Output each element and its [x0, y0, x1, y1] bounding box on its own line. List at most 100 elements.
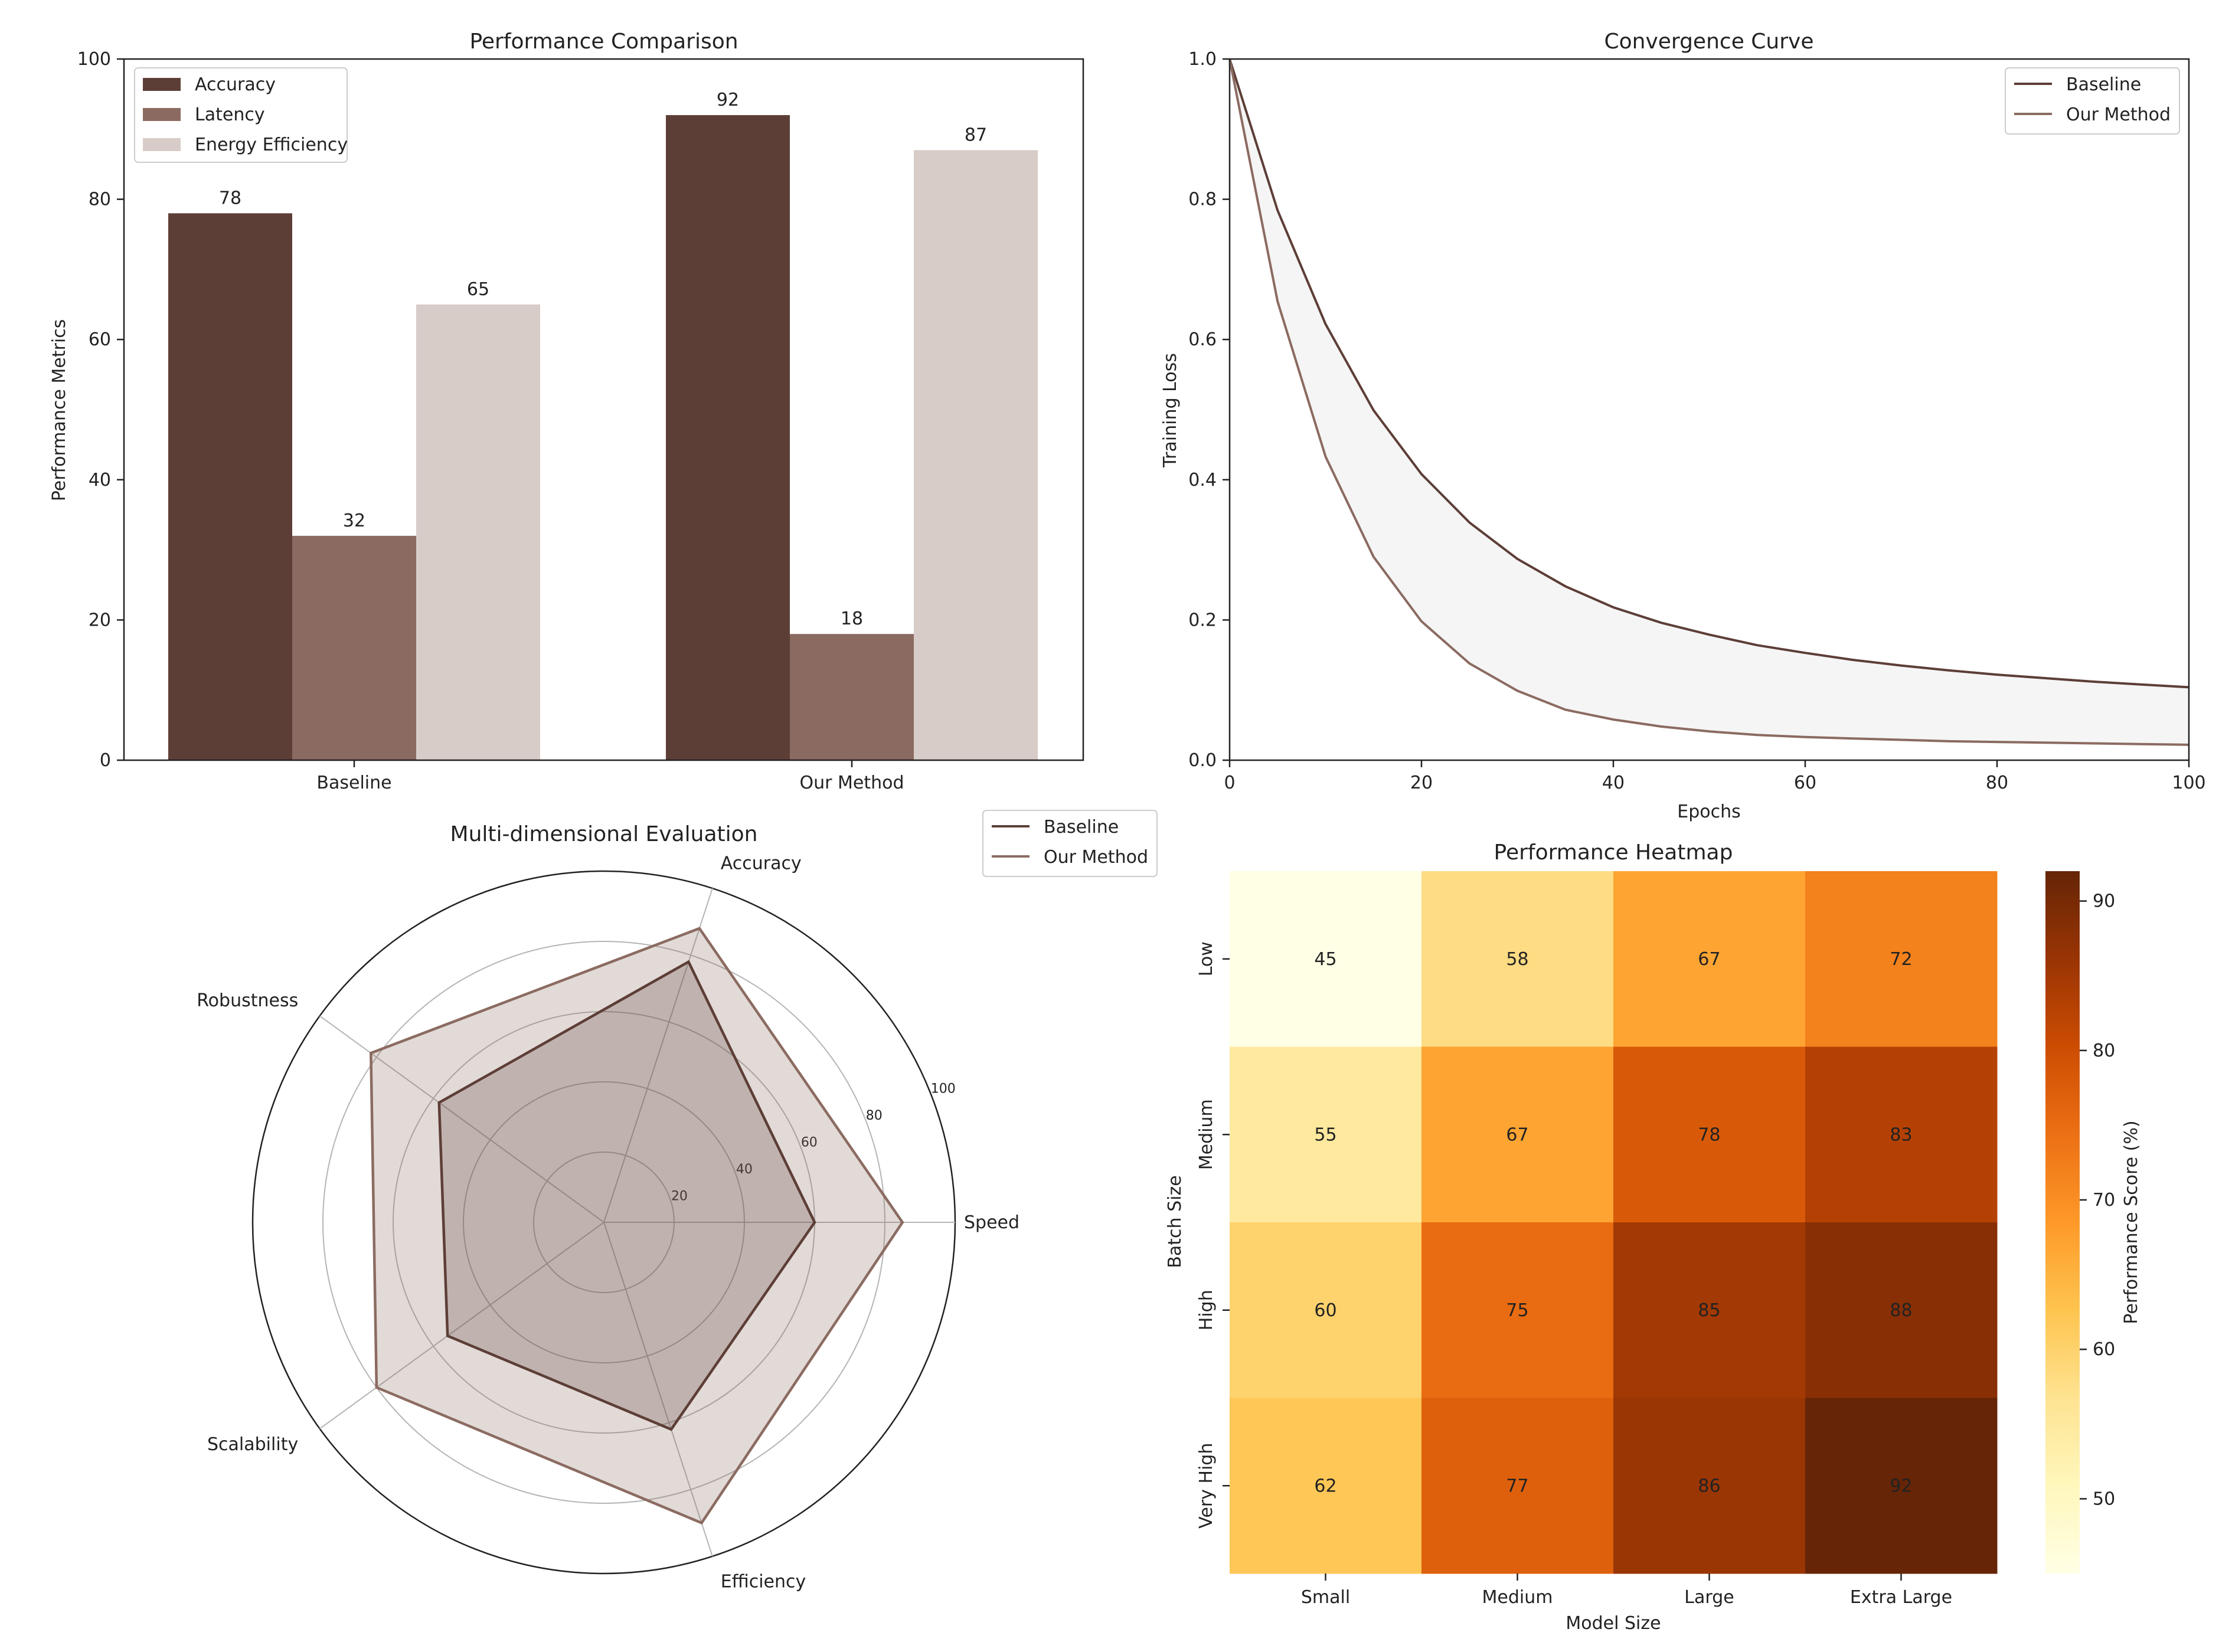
line-ytick-label: 0.6	[1188, 329, 1217, 350]
heatmap-cell-value: 85	[1698, 1300, 1720, 1321]
radar-axis-label-robustness: Robustness	[197, 990, 298, 1011]
heatmap-cell-value: 92	[1890, 1476, 1912, 1496]
bar-xtick-label: Our Method	[799, 773, 904, 793]
colorbar-gradient	[2045, 871, 2080, 1574]
heatmap-cell	[1613, 1222, 1806, 1398]
radar-chart: Multi-dimensional Evaluation 20 40 60 80 100…	[197, 810, 1158, 1592]
bar-energy-efficiency-our-method	[914, 150, 1038, 761]
radar-axis-label-efficiency: Efficiency	[721, 1572, 806, 1592]
heatmap-cell	[1805, 1222, 1998, 1398]
line-xtick-label: 60	[1794, 773, 1816, 793]
heatmap-cell	[1805, 1398, 1998, 1574]
colorbar-tick-label: 70	[2093, 1190, 2115, 1211]
line-ytick-label: 1.0	[1188, 49, 1217, 70]
radar-axis-label-accuracy: Accuracy	[721, 853, 802, 874]
line-series-our-method	[1228, 58, 2189, 746]
radar-labels: Speed Accuracy Robustness Scalability Effici…	[197, 853, 1019, 1592]
heatmap-cell	[1421, 871, 1614, 1047]
radar-chart-legend: Baseline Our Method	[982, 810, 1158, 877]
heatmap-cell-value: 45	[1314, 949, 1336, 970]
heatmap-xtick-label: Large	[1684, 1587, 1734, 1608]
bar-chart-legend: Accuracy Latency Energy Efficiency	[134, 67, 348, 163]
heatmap-cell	[1805, 871, 1998, 1047]
heatmap-cells: 45 58 67 72 55 67 78 83 60 75 85 88 62 77 86 92	[1230, 871, 1998, 1574]
line-xtick-label: 100	[2172, 773, 2205, 793]
radar-series	[370, 927, 904, 1525]
line-fill-between	[1230, 59, 2189, 745]
bar-chart-ylabel: Performance Metrics	[49, 319, 70, 502]
bar-ytick-label: 20	[89, 610, 111, 630]
heatmap-cell	[1613, 1398, 1806, 1574]
line-chart-legend: Baseline Our Method	[2005, 67, 2180, 135]
bar-accuracy-our-method	[666, 115, 790, 760]
heatmap-xtick-label: Medium	[1482, 1587, 1553, 1608]
bar-ytick-label: 0	[100, 750, 111, 771]
bar-chart-ticks: 0 20 40 60 80 100 Baseline Our Method	[77, 49, 904, 793]
heatmap-xtick-label: Small	[1301, 1587, 1350, 1608]
line-xtick-label: 40	[1602, 773, 1625, 793]
bar-ytick-label: 100	[77, 49, 111, 70]
bar-ytick-label: 80	[89, 189, 111, 210]
bar-value-label: 65	[467, 279, 489, 300]
heatmap-cell	[1230, 1046, 1422, 1223]
line-chart: Convergence Curve Training Loss Epochs 0…	[1160, 30, 2206, 822]
line-xtick-label: 80	[1986, 773, 2008, 793]
heatmap-cell-value: 62	[1314, 1476, 1336, 1496]
colorbar-tick-label: 50	[2093, 1489, 2115, 1509]
radar-ring-label: 20	[671, 1189, 688, 1203]
line-ytick-label: 0.4	[1188, 470, 1217, 490]
bar-chart-frame	[123, 58, 1084, 761]
radar-ring-label: 60	[801, 1135, 818, 1150]
bar-latency-our-method	[790, 634, 914, 760]
bar-legend-label-latency: Latency	[195, 104, 265, 125]
heatmap-cell	[1230, 1398, 1422, 1574]
bar-ytick-label: 40	[89, 470, 111, 490]
radar-spoke	[319, 1222, 604, 1429]
bar-value-label: 78	[219, 188, 241, 208]
bar-energy-efficiency-baseline	[416, 304, 540, 760]
line-chart-xlabel: Epochs	[1677, 802, 1741, 822]
heatmap-cell	[1230, 871, 1422, 1047]
line-legend-label-baseline: Baseline	[2066, 74, 2141, 95]
heatmap-ytick-label: Very High	[1196, 1443, 1217, 1529]
heatmap-cell-value: 67	[1698, 949, 1720, 970]
bar-legend-label-energy: Energy Efficiency	[195, 135, 348, 155]
heatmap-cell-value: 88	[1890, 1300, 1912, 1321]
heatmap-cell	[1421, 1046, 1614, 1223]
line-xtick-label: 0	[1224, 773, 1235, 793]
colorbar-tick-label: 80	[2093, 1041, 2115, 1061]
bar-legend-label-accuracy: Accuracy	[195, 74, 276, 95]
heatmap-title: Performance Heatmap	[1494, 840, 1733, 865]
bar-legend-swatch-energy	[143, 138, 181, 151]
radar-spoke	[603, 888, 713, 1223]
radar-axis-label-speed: Speed	[964, 1212, 1019, 1233]
line-ytick-label: 0.2	[1188, 610, 1217, 630]
radar-legend-label-our-method: Our Method	[1044, 847, 1148, 868]
radar-axis-label-scalability: Scalability	[207, 1434, 298, 1455]
radar-spoke	[603, 1222, 713, 1557]
bar-legend-swatch-latency	[143, 108, 181, 121]
heatmap-cell-value: 55	[1314, 1124, 1336, 1145]
line-series-baseline	[1228, 58, 2189, 689]
heatmap-cell	[1613, 1046, 1806, 1223]
heatmap-ytick-label: High	[1196, 1290, 1217, 1330]
line-xtick-label: 20	[1410, 773, 1433, 793]
radar-series-baseline	[437, 960, 816, 1431]
heatmap-cell-value: 86	[1698, 1476, 1720, 1496]
radar-ring-label: 40	[736, 1162, 753, 1177]
heatmap-cell-value: 72	[1890, 949, 1912, 970]
bar-value-label: 87	[965, 125, 987, 145]
heatmap-cell	[1805, 1046, 1998, 1223]
bar-chart-bars: 78 32 65 92 18 87	[168, 90, 1038, 761]
radar-chart-title: Multi-dimensional Evaluation	[450, 822, 758, 846]
heatmap-ticks: Small Medium Large Extra Large Low Medium High…	[1196, 941, 1952, 1608]
bar-legend-box	[134, 67, 348, 163]
line-chart-ylabel: Training Loss	[1160, 353, 1181, 468]
heatmap-cell-value: 77	[1506, 1476, 1528, 1496]
heatmap-cell-value: 67	[1506, 1124, 1528, 1145]
line-chart-frame	[1228, 58, 2190, 761]
heatmap-cell	[1230, 1222, 1422, 1398]
colorbar-tick-label: 90	[2093, 891, 2115, 912]
colorbar-tick-label: 60	[2093, 1339, 2115, 1360]
